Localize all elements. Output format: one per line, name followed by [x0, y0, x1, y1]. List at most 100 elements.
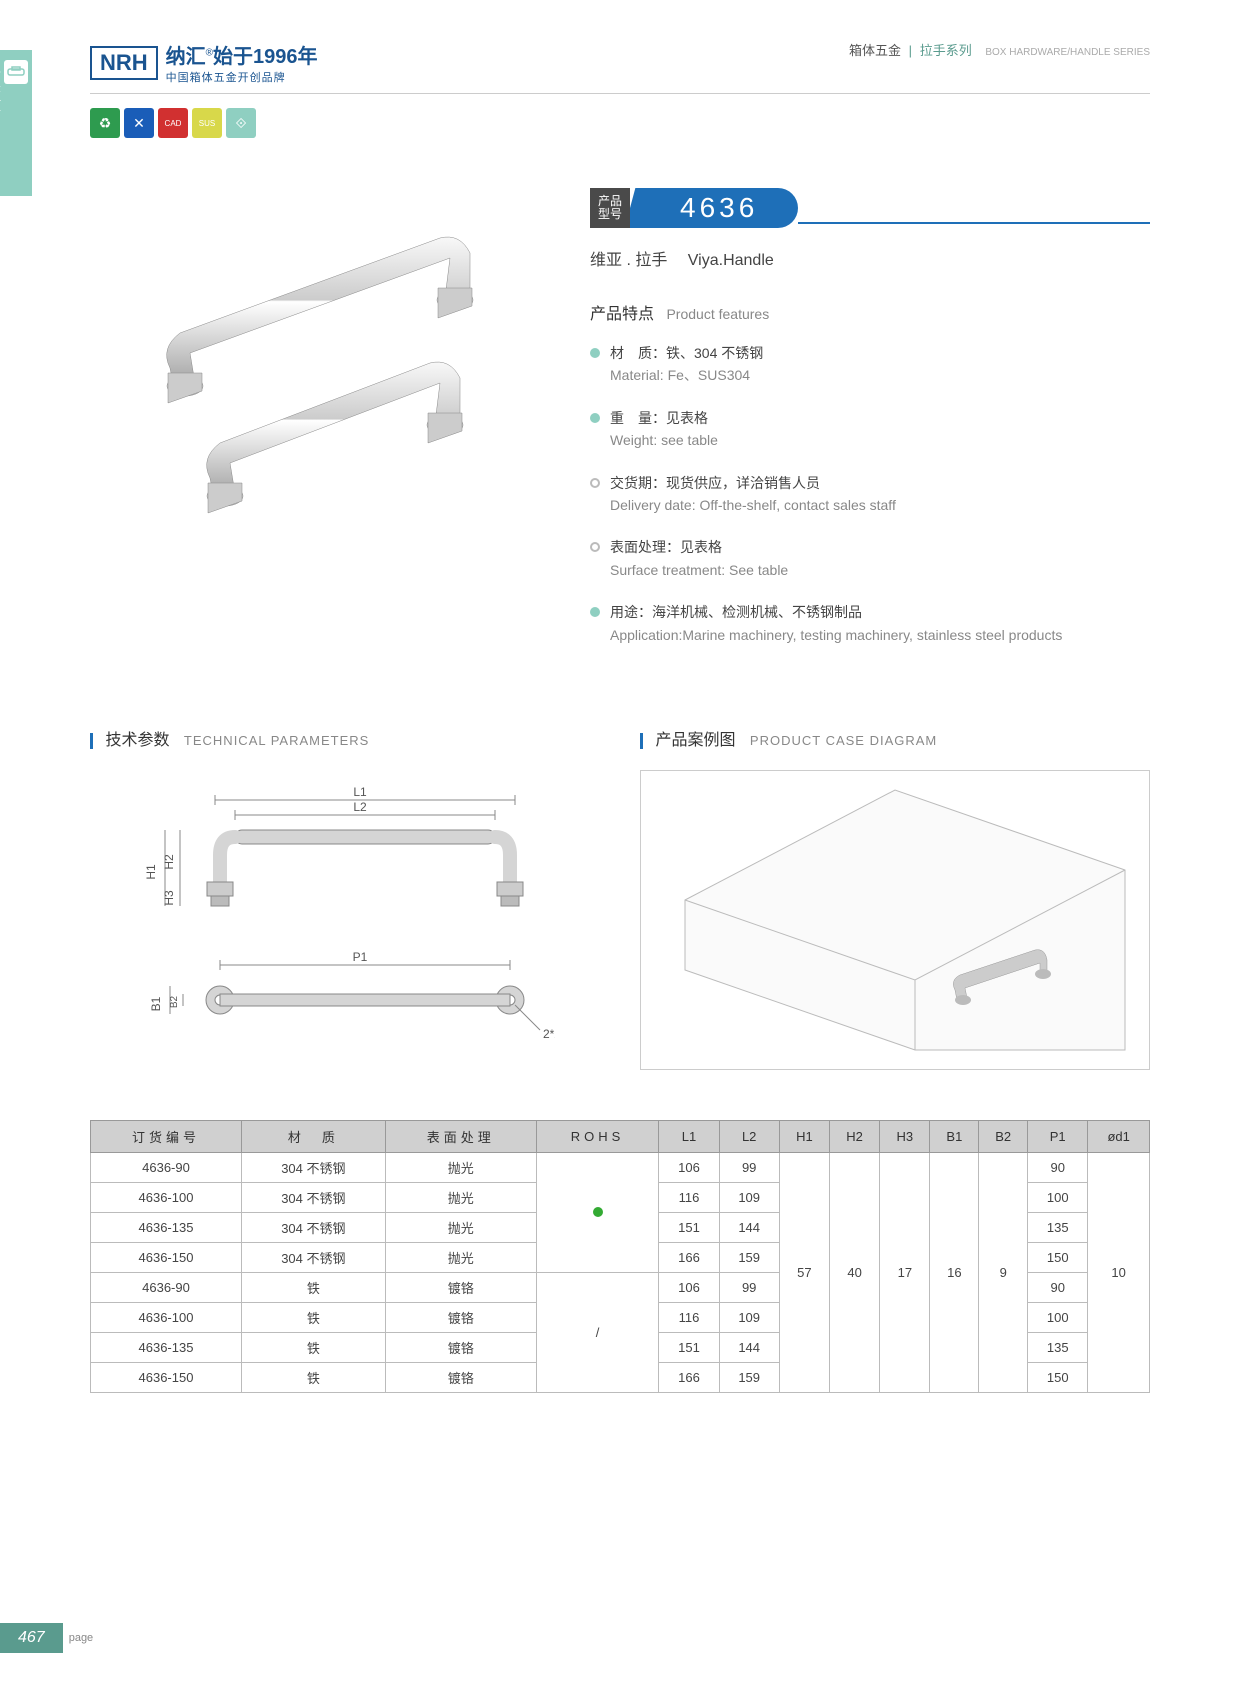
table-cell: 镀铬: [385, 1332, 536, 1362]
table-cell: 144: [719, 1212, 779, 1242]
label-h1: H1: [144, 864, 158, 880]
product-subtitle: 维亚 . 拉手 Viya.Handle: [590, 246, 1150, 270]
table-cell: 铁: [242, 1362, 386, 1392]
feature-item: 重 量：见表格Weight: see table: [590, 407, 1150, 452]
case-section: 产品案例图 PRODUCT CASE DIAGRAM: [640, 726, 1150, 1070]
table-header: H3: [880, 1120, 930, 1152]
subtitle-en: Viya.Handle: [688, 252, 774, 269]
table-header: L1: [659, 1120, 719, 1152]
feature-text: 交货期：现货供应，详洽销售人员Delivery date: Off-the-sh…: [610, 472, 896, 517]
table-cell: 150: [1028, 1362, 1088, 1392]
feature-badge: CAD: [158, 108, 188, 138]
features-title-en: Product features: [666, 306, 769, 322]
cat-cn2: 拉手系列: [920, 43, 972, 58]
feature-badge: ♻: [90, 108, 120, 138]
table-cell: 10: [1088, 1152, 1150, 1392]
logo-text: 纳汇®始于1996年 中国箱体五金开创品牌: [166, 40, 318, 85]
feature-cn: 材 质：铁、304 不锈钢: [610, 342, 763, 364]
label-p1: P1: [353, 950, 368, 964]
feature-en: Application:Marine machinery, testing ma…: [610, 624, 1062, 646]
table-cell: 90: [1028, 1272, 1088, 1302]
feature-badge: SUS: [192, 108, 222, 138]
model-label: 产品 型号: [590, 188, 630, 228]
case-diagram: [640, 770, 1150, 1070]
tech-title-cn: 技术参数: [105, 732, 169, 749]
table-cell: 166: [659, 1362, 719, 1392]
feature-en: Delivery date: Off-the-shelf, contact sa…: [610, 494, 896, 516]
table-body: 4636-90304 不锈钢抛光1069957401716990104636-1…: [91, 1152, 1150, 1392]
logo-brand: 纳汇: [166, 46, 206, 68]
features-list: 材 质：铁、304 不锈钢Material: Fe、SUS304 重 量：见表格W…: [590, 342, 1150, 646]
table-cell: 4636-135: [91, 1212, 242, 1242]
cat-cn1: 箱体五金: [849, 43, 901, 58]
spec-table: 订货编号材 质表面处理ROHSL1L2H1H2H3B1B2P1ød1 4636-…: [90, 1120, 1150, 1393]
table-header: B1: [930, 1120, 979, 1152]
section-row: 技术参数 TECHNICAL PARAMETERS L1 L2 H1 H: [0, 666, 1240, 1090]
feature-en: Material: Fe、SUS304: [610, 364, 763, 386]
table-header: 订货编号: [91, 1120, 242, 1152]
table-cell: 镀铬: [385, 1272, 536, 1302]
product-image: [90, 158, 550, 578]
table-cell: 铁: [242, 1302, 386, 1332]
table-cell: 109: [719, 1302, 779, 1332]
table-cell: 99: [719, 1272, 779, 1302]
table-cell: 90: [1028, 1152, 1088, 1182]
subtitle-cn: 维亚 . 拉手: [590, 252, 667, 269]
logo-cn: 纳汇®始于1996年: [166, 40, 318, 69]
table-cell: 抛光: [385, 1242, 536, 1272]
table-header: 表面处理: [385, 1120, 536, 1152]
model-row: 产品 型号 4636: [590, 188, 1150, 228]
tech-diagram: L1 L2 H1 H2 H3 P1: [90, 770, 600, 1070]
case-title: 产品案例图 PRODUCT CASE DIAGRAM: [640, 726, 1150, 750]
table-cell: 4636-100: [91, 1182, 242, 1212]
table-cell: 151: [659, 1332, 719, 1362]
feature-en: Surface treatment: See table: [610, 559, 788, 581]
table-header-row: 订货编号材 质表面处理ROHSL1L2H1H2H3B1B2P1ød1: [91, 1120, 1150, 1152]
main-content: 产品 型号 4636 维亚 . 拉手 Viya.Handle 产品特点 Prod…: [0, 138, 1240, 666]
model-line: [798, 188, 1150, 224]
table-cell: 4636-100: [91, 1302, 242, 1332]
feature-text: 表面处理：见表格Surface treatment: See table: [610, 536, 788, 581]
feature-cn: 用途：海洋机械、检测机械、不锈钢制品: [610, 601, 1062, 623]
table-cell: 抛光: [385, 1152, 536, 1182]
page-header: NRH 纳汇®始于1996年 中国箱体五金开创品牌 箱体五金 | 拉手系列 BO…: [0, 0, 1240, 85]
tech-title-en: TECHNICAL PARAMETERS: [184, 733, 369, 748]
logo-year: 始于1996年: [213, 46, 318, 68]
tech-section: 技术参数 TECHNICAL PARAMETERS L1 L2 H1 H: [90, 726, 600, 1070]
table-cell: 166: [659, 1242, 719, 1272]
badge-row: ♻✕CADSUS⟐: [0, 94, 1240, 138]
model-label-2: 型号: [598, 208, 622, 221]
table-header: H1: [779, 1120, 829, 1152]
table-cell: 57: [779, 1152, 829, 1392]
table-cell: 100: [1028, 1182, 1088, 1212]
case-title-en: PRODUCT CASE DIAGRAM: [750, 733, 937, 748]
table-header: ROHS: [536, 1120, 659, 1152]
feature-item: 材 质：铁、304 不锈钢Material: Fe、SUS304: [590, 342, 1150, 387]
table-cell: 106: [659, 1272, 719, 1302]
feature-item: 用途：海洋机械、检测机械、不锈钢制品Application:Marine mac…: [590, 601, 1150, 646]
table-cell: 304 不锈钢: [242, 1152, 386, 1182]
table-cell: 铁: [242, 1332, 386, 1362]
feature-cn: 交货期：现货供应，详洽销售人员: [610, 472, 896, 494]
table-header: P1: [1028, 1120, 1088, 1152]
page-label: page: [69, 1632, 93, 1644]
table-header: H2: [830, 1120, 880, 1152]
side-tab-cn: 工业拉手: [0, 60, 2, 116]
feature-badge: ⟐: [226, 108, 256, 138]
table-cell: 304 不锈钢: [242, 1182, 386, 1212]
table-cell: 4636-135: [91, 1332, 242, 1362]
feature-text: 材 质：铁、304 不锈钢Material: Fe、SUS304: [610, 342, 763, 387]
table-cell: 109: [719, 1182, 779, 1212]
label-l1: L1: [353, 785, 367, 799]
header-category: 箱体五金 | 拉手系列 BOX HARDWARE/HANDLE SERIES: [849, 40, 1150, 59]
features-title: 产品特点 Product features: [590, 300, 1150, 324]
table-cell: 116: [659, 1182, 719, 1212]
table-cell: 4636-90: [91, 1272, 242, 1302]
table-cell: 159: [719, 1362, 779, 1392]
cat-sep: |: [909, 43, 912, 58]
spec-table-wrap: 订货编号材 质表面处理ROHSL1L2H1H2H3B1B2P1ød1 4636-…: [0, 1090, 1240, 1393]
bullet-icon: [590, 478, 600, 488]
table-cell: 4636-150: [91, 1242, 242, 1272]
table-cell: 镀铬: [385, 1362, 536, 1392]
table-cell: 9: [979, 1152, 1028, 1392]
